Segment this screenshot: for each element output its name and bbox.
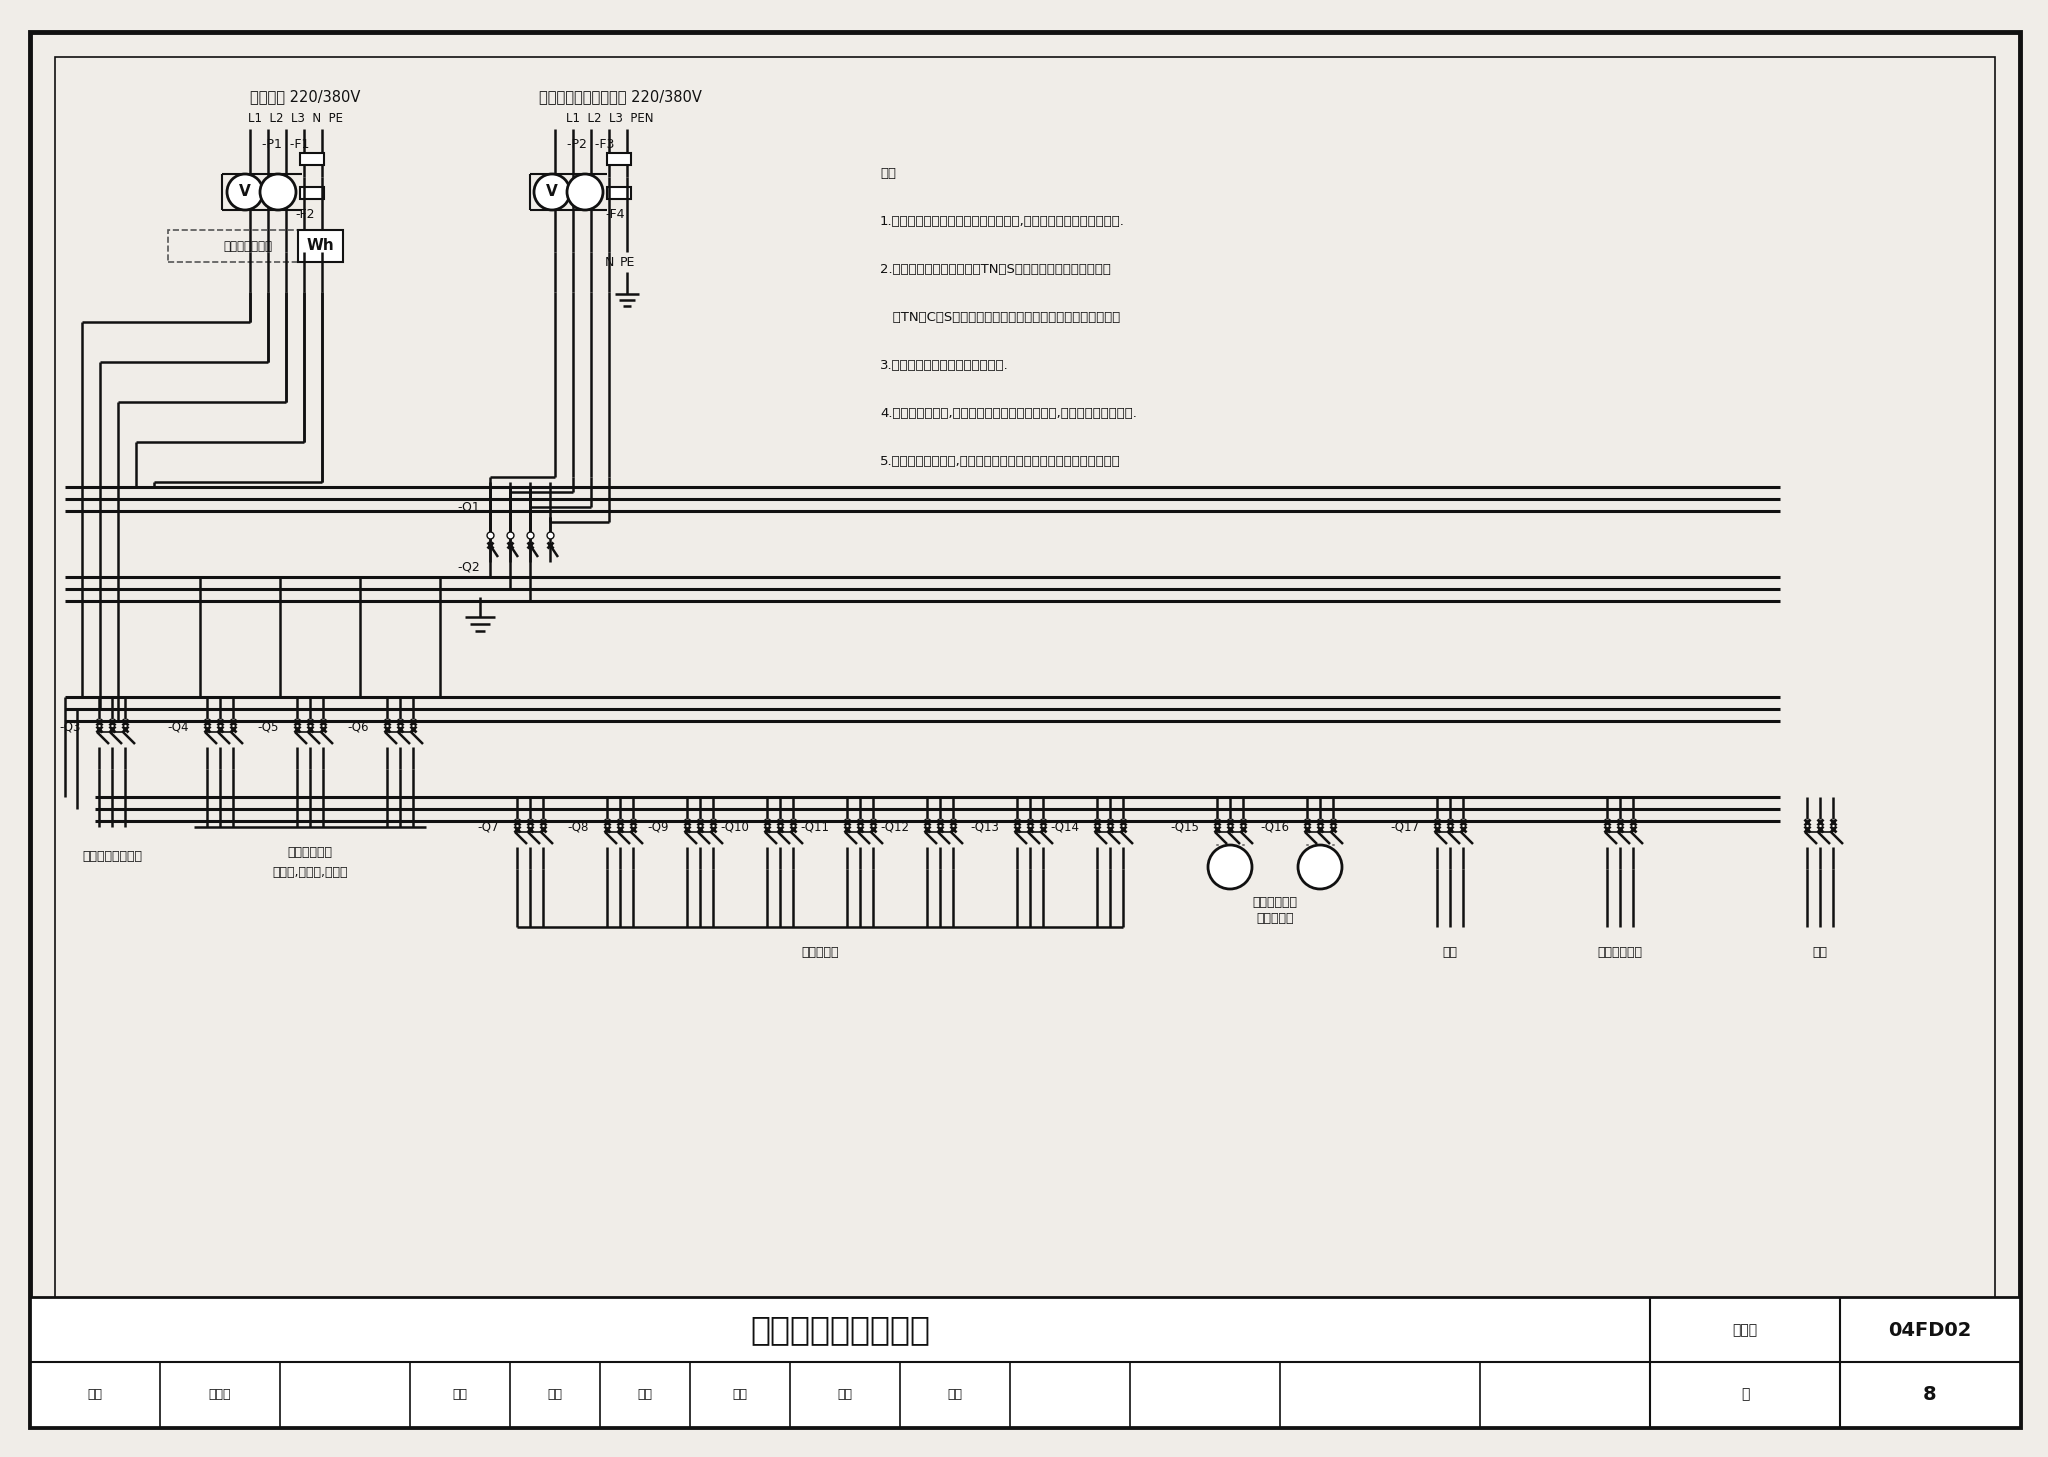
Text: -P2  -F3: -P2 -F3 (567, 137, 614, 150)
Text: -Q3: -Q3 (59, 721, 82, 733)
Text: 5.计量表位置为预留,可根据当地人防部门要求确定计量表安装位置: 5.计量表位置为预留,可根据当地人防部门要求确定计量表安装位置 (881, 455, 1120, 468)
Text: -Q9: -Q9 (647, 820, 670, 833)
Circle shape (1208, 845, 1251, 889)
Text: L1  L2  L3  N  PE: L1 L2 L3 N PE (248, 112, 342, 125)
Text: -Q6: -Q6 (348, 721, 369, 733)
Text: -Q15: -Q15 (1169, 820, 1198, 833)
Text: 3.本系统不含有消防用电设备供电.: 3.本系统不含有消防用电设备供电. (881, 358, 1010, 372)
Text: 平时动力用电设备: 平时动力用电设备 (82, 851, 141, 864)
Text: L1  L2  L3  PEN: L1 L2 L3 PEN (565, 112, 653, 125)
Text: 市电电源 220/380V: 市电电源 220/380V (250, 89, 360, 105)
Text: Wh: Wh (305, 239, 334, 254)
Circle shape (567, 173, 602, 210)
Text: 04FD02: 04FD02 (1888, 1320, 1972, 1339)
Text: 三种通风方式: 三种通风方式 (1253, 896, 1298, 909)
Bar (299, 186, 324, 200)
Text: 图集号: 图集号 (1733, 1323, 1757, 1338)
Text: -F2: -F2 (295, 207, 315, 220)
Text: 8: 8 (1923, 1384, 1937, 1403)
Text: V: V (547, 185, 557, 200)
Text: 杨继迅: 杨继迅 (209, 1387, 231, 1400)
Text: 战时动力用电: 战时动力用电 (287, 845, 332, 858)
Text: -Q16: -Q16 (1260, 820, 1288, 833)
Text: V: V (240, 185, 250, 200)
Text: -Q12: -Q12 (881, 820, 909, 833)
Bar (299, 153, 324, 165)
Text: -Q8: -Q8 (567, 820, 590, 833)
Text: -P1  -F1: -P1 -F1 (262, 137, 309, 150)
Text: -Q10: -Q10 (721, 820, 750, 833)
Text: （战时）区域内部电源 220/380V: （战时）区域内部电源 220/380V (539, 89, 700, 105)
Text: -F4: -F4 (604, 208, 625, 221)
Text: 校对: 校对 (453, 1387, 467, 1400)
Text: 照明配电箱: 照明配电箱 (801, 946, 840, 959)
Circle shape (1298, 845, 1341, 889)
Text: 排风机,污水泵,进风机: 排风机,污水泵,进风机 (272, 865, 348, 879)
Text: 4.当市电源检修时,转换开关置于区域内部电源侧,此时应挂标示牌操作.: 4.当市电源检修时,转换开关置于区域内部电源侧,此时应挂标示牌操作. (881, 407, 1137, 420)
Text: 罗浩: 罗浩 (547, 1387, 563, 1400)
Text: 审核: 审核 (88, 1387, 102, 1400)
Text: 罗征: 罗征 (637, 1387, 653, 1400)
Text: 洗消电热水器: 洗消电热水器 (1597, 946, 1642, 959)
Text: -Q14: -Q14 (1051, 820, 1079, 833)
Bar (299, 230, 342, 262)
Text: -Q5: -Q5 (258, 721, 279, 733)
Text: -Q7: -Q7 (477, 820, 500, 833)
Text: N: N (604, 255, 614, 268)
Bar (606, 186, 631, 200)
Bar (606, 153, 631, 165)
Text: PE: PE (618, 255, 635, 268)
Text: 页: 页 (1741, 1387, 1749, 1402)
Text: 2.本系统筱市电接地型式为TN－S系统，区域内电源接地型式: 2.本系统筱市电接地型式为TN－S系统，区域内电源接地型式 (881, 264, 1110, 275)
Text: -Q13: -Q13 (971, 820, 999, 833)
Text: -Q1: -Q1 (457, 501, 479, 513)
Circle shape (227, 173, 262, 210)
Text: 设计: 设计 (733, 1387, 748, 1400)
Circle shape (535, 173, 569, 210)
Circle shape (260, 173, 297, 210)
Text: 供电系统方案（二）: 供电系统方案（二） (750, 1314, 930, 1346)
Text: -Q11: -Q11 (801, 820, 829, 833)
Text: 注：: 注： (881, 168, 897, 181)
Text: 插座: 插座 (1442, 946, 1458, 959)
Text: 信号控制箱: 信号控制箱 (1255, 912, 1294, 925)
Text: -Q2: -Q2 (457, 561, 479, 574)
Text: 徐迪: 徐迪 (948, 1387, 963, 1400)
Text: 预留计量表位置: 预留计量表位置 (223, 239, 272, 252)
Text: -Q4: -Q4 (168, 721, 188, 733)
Text: 其它: 其它 (1812, 946, 1827, 959)
Bar (168, 230, 342, 262)
Text: 1.本系统适用于市电引自城市电力电网,动力、照明相同电价的工程.: 1.本系统适用于市电引自城市电力电网,动力、照明相同电价的工程. (881, 216, 1124, 227)
Text: 徐迪: 徐迪 (838, 1387, 852, 1400)
Text: -Q17: -Q17 (1391, 820, 1419, 833)
Bar (31, 1297, 2019, 1426)
Text: 为TN－C－S系统．内外电源转换时应同时转换接地保护方式: 为TN－C－S系统．内外电源转换时应同时转换接地保护方式 (881, 310, 1120, 323)
